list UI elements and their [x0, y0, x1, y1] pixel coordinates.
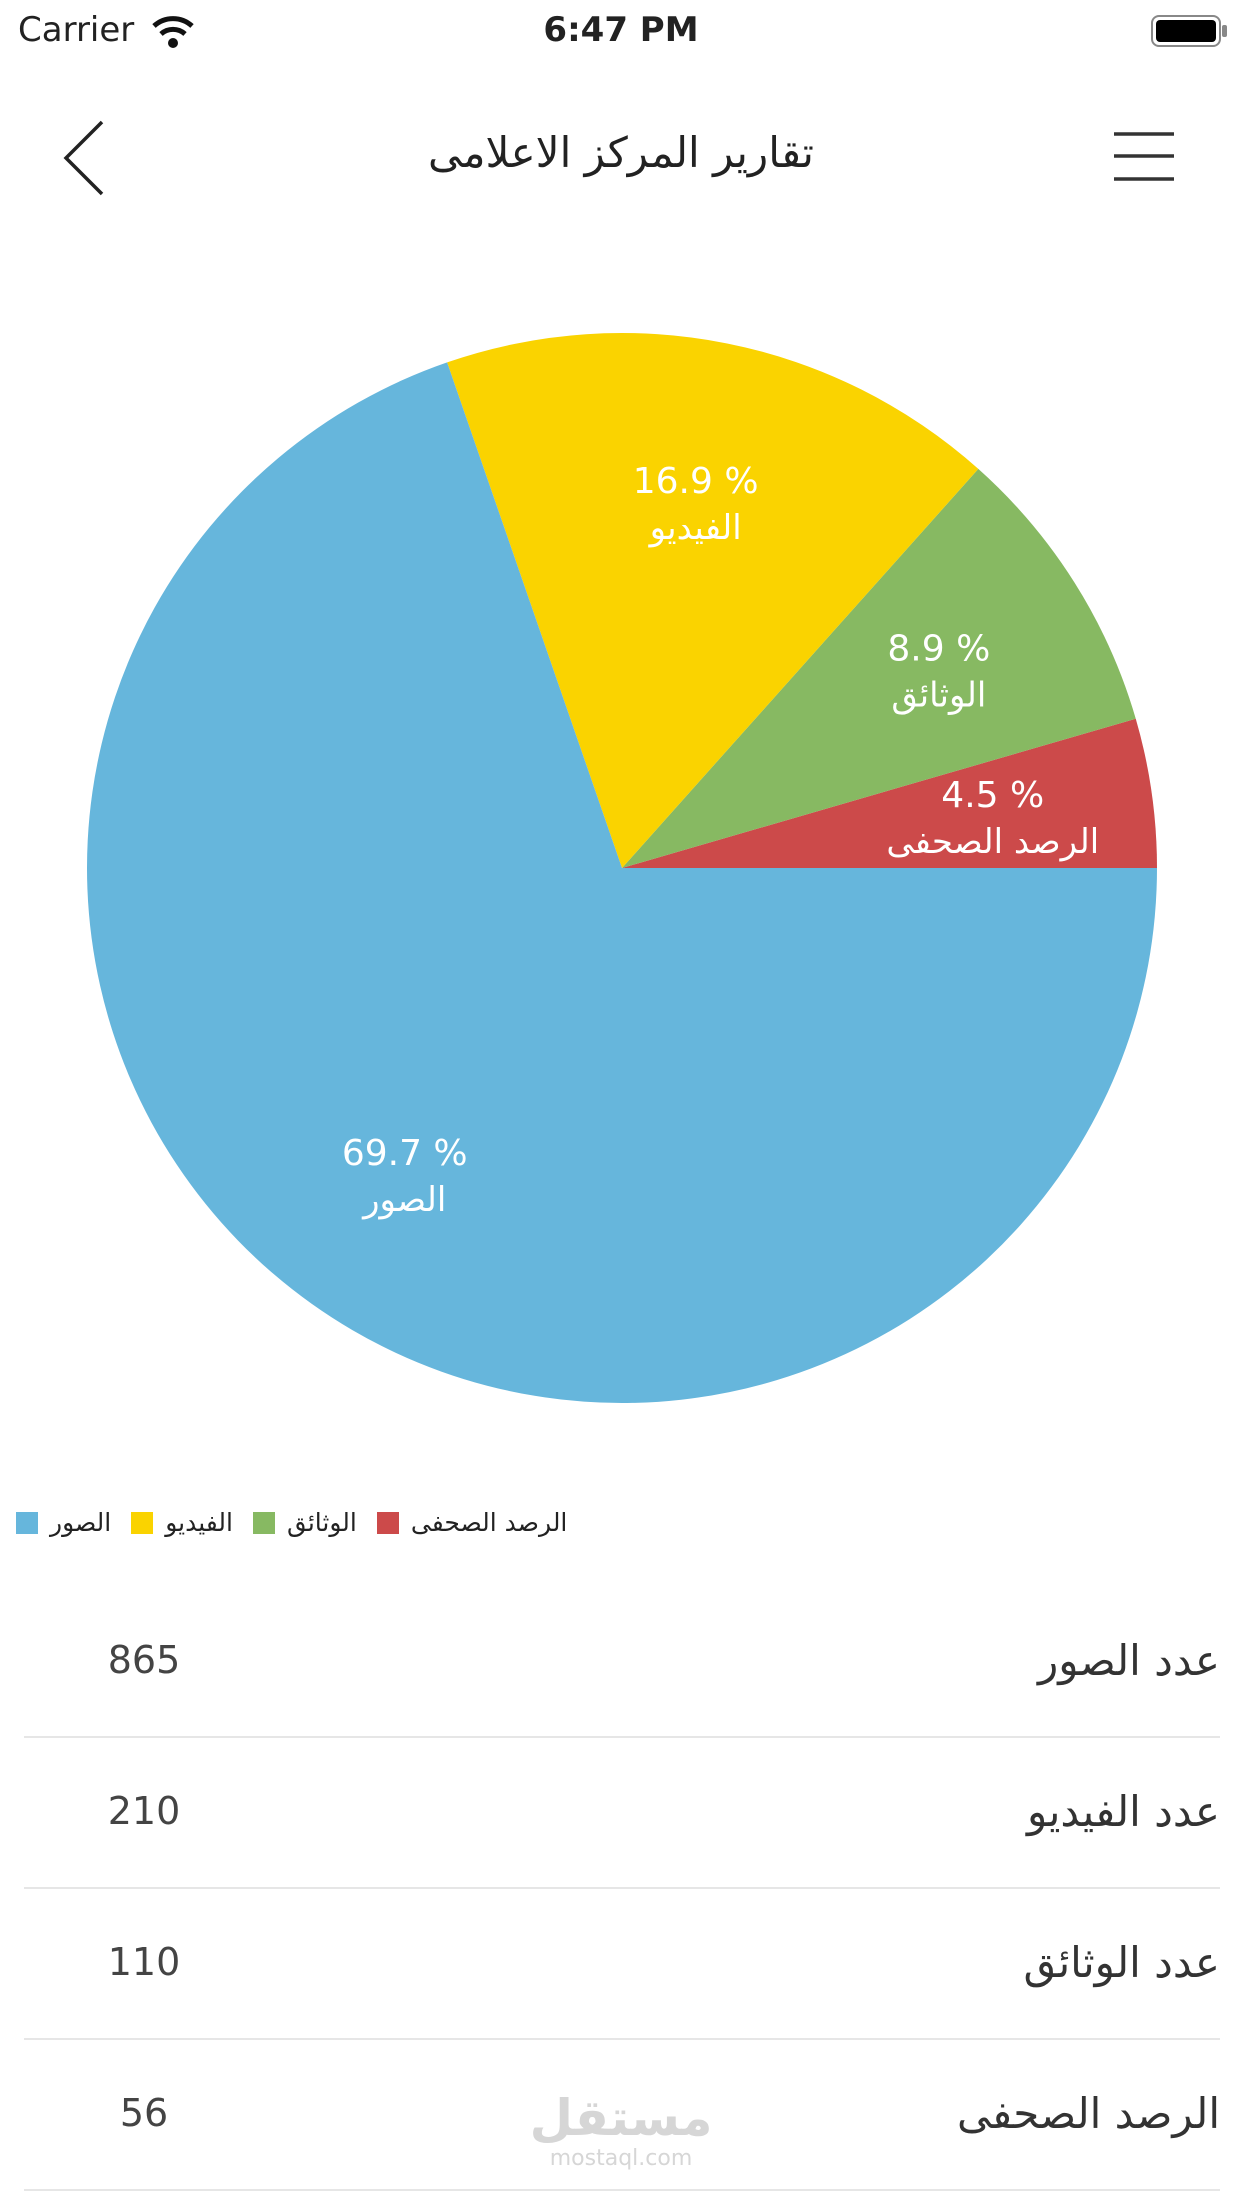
slice-category-label: الصور — [361, 1180, 446, 1220]
legend-item: الفيديو — [131, 1508, 233, 1537]
legend-swatch — [16, 1511, 38, 1534]
pie-slice — [447, 333, 979, 868]
legend-item: الوثائق — [252, 1508, 357, 1537]
watermark: مستقل mostaql.com — [0, 2090, 1242, 2171]
slice-category-label: الفيديو — [648, 508, 742, 548]
slice-value-label: 8.9 % — [887, 628, 990, 669]
pie-slice — [87, 362, 1157, 1404]
legend-label: الوثائق — [286, 1508, 357, 1537]
menu-button[interactable] — [1112, 130, 1178, 186]
slice-value-label: 16.9 % — [633, 461, 759, 502]
row-value: 110 — [107, 1940, 181, 1984]
pie-slice — [622, 718, 1157, 868]
row-label: عدد الفيديو — [1027, 1787, 1220, 1836]
legend-swatch — [131, 1511, 154, 1534]
row-label: الرصد الصحفى — [957, 2089, 1220, 2138]
row-value: 865 — [107, 1638, 181, 1682]
row-value: 56 — [119, 2091, 169, 2135]
watermark-site: mostaql.com — [549, 2146, 693, 2171]
legend-label: الفيديو — [165, 1508, 233, 1537]
row-label: عدد الوثائق — [1023, 1938, 1220, 1987]
table-row: عدد الوثائق 110 — [24, 1888, 1220, 2040]
legend-label: الصور — [50, 1508, 112, 1537]
row-value: 210 — [107, 1789, 181, 1833]
watermark-brand: مستقل — [529, 2089, 713, 2147]
table-row: الرصد الصحفى 56 — [24, 2039, 1220, 2191]
slice-category-label: الرصد الصحفى — [886, 822, 1099, 862]
legend-swatch — [252, 1511, 275, 1534]
wifi-icon — [152, 16, 194, 48]
carrier: Carrier — [18, 10, 135, 50]
pie-slice — [622, 468, 1136, 868]
legend-item: الرصد الصحفى — [376, 1508, 568, 1537]
clock: 6:47 PM — [543, 10, 699, 50]
slice-category-label: الوثائق — [891, 675, 986, 715]
battery-icon — [1151, 15, 1227, 47]
legend-label: الرصد الصحفى — [410, 1508, 568, 1537]
slice-value-label: 4.5 % — [941, 775, 1044, 816]
legend-item: الصور — [16, 1508, 111, 1537]
legend-swatch — [376, 1511, 399, 1534]
pie-chart: 4.5 % الرصد الصحفى 8.9 % الوثائق 16.9 % الفيد… — [87, 333, 1157, 1404]
legend: الصور الفيديو الوثائق الرصد الصحفى — [16, 1508, 567, 1537]
slice-value-label: 69.7 % — [342, 1133, 468, 1174]
table-row: عدد الفيديو 210 — [24, 1737, 1220, 1889]
row-label: عدد الصور — [1037, 1636, 1220, 1685]
back-button[interactable] — [60, 118, 110, 198]
page-title: تقارير المركز الاعلامى — [428, 128, 814, 177]
table-row: عدد الصور 865 — [24, 1586, 1220, 1738]
